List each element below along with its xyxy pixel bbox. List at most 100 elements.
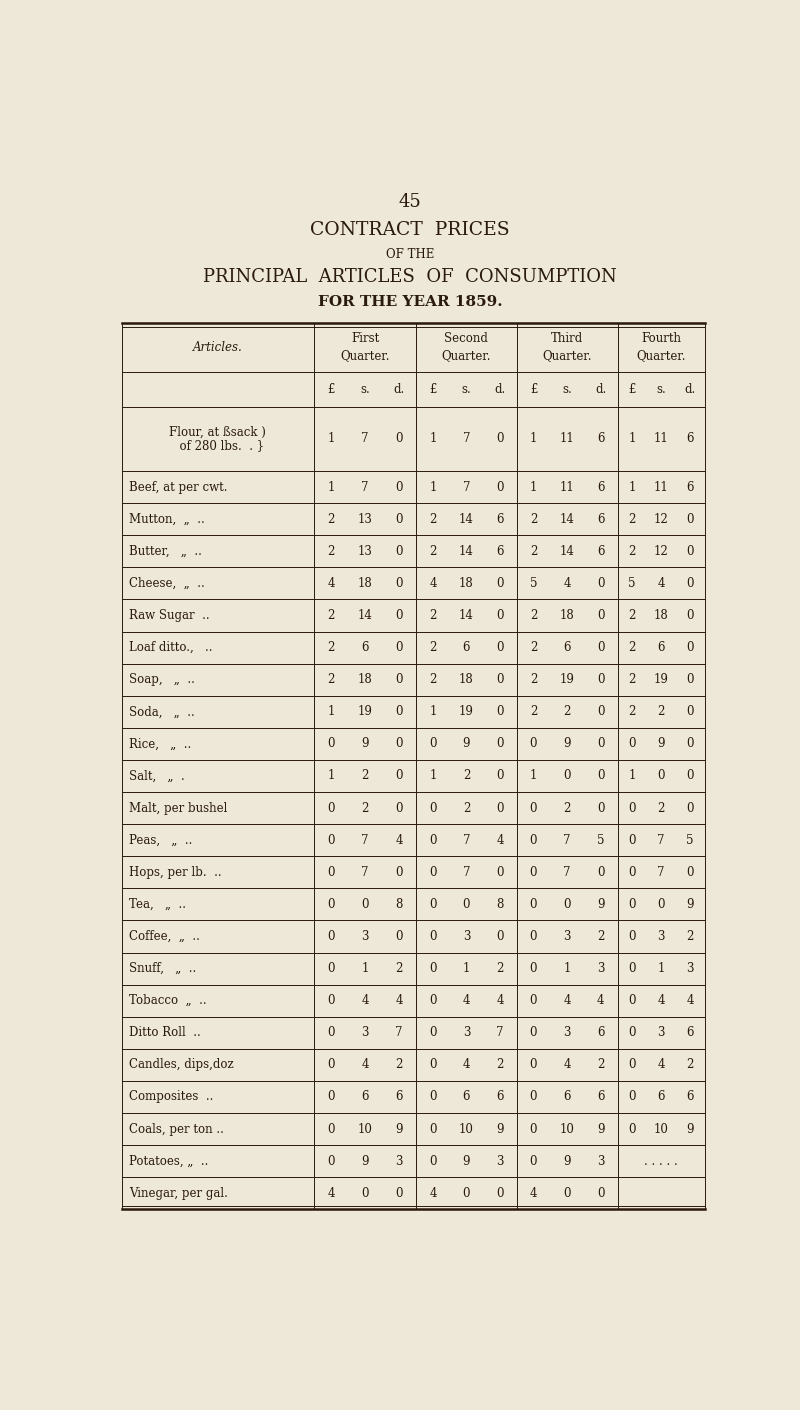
Text: 7: 7 <box>395 1026 403 1039</box>
Text: 4: 4 <box>563 1059 571 1072</box>
Text: 0: 0 <box>629 801 636 815</box>
Text: 3: 3 <box>462 1026 470 1039</box>
Text: 0: 0 <box>395 801 403 815</box>
Text: 0: 0 <box>597 642 605 654</box>
Text: 7: 7 <box>563 866 571 878</box>
Text: 14: 14 <box>459 513 474 526</box>
Text: 3: 3 <box>496 1155 504 1167</box>
Text: 0: 0 <box>629 931 636 943</box>
Text: 5: 5 <box>597 833 605 846</box>
Text: 0: 0 <box>658 770 665 783</box>
Text: 18: 18 <box>459 673 474 687</box>
Text: 0: 0 <box>327 737 334 750</box>
Text: 3: 3 <box>686 962 694 976</box>
Text: 0: 0 <box>686 737 694 750</box>
Text: 1: 1 <box>327 705 334 718</box>
Text: 5: 5 <box>686 833 694 846</box>
Text: 2: 2 <box>496 1059 503 1072</box>
Text: 10: 10 <box>560 1122 574 1135</box>
Text: 2: 2 <box>462 801 470 815</box>
Text: 0: 0 <box>496 609 504 622</box>
Text: 7: 7 <box>462 481 470 494</box>
Text: 1: 1 <box>629 770 636 783</box>
Text: 14: 14 <box>459 544 474 558</box>
Text: 1: 1 <box>658 962 665 976</box>
Text: £: £ <box>430 382 437 396</box>
Text: Vinegar, per gal.: Vinegar, per gal. <box>129 1187 228 1200</box>
Text: 3: 3 <box>362 1026 369 1039</box>
Text: 0: 0 <box>629 1122 636 1135</box>
Text: 7: 7 <box>462 833 470 846</box>
Text: 18: 18 <box>358 577 373 589</box>
Text: 1: 1 <box>430 481 437 494</box>
Text: 0: 0 <box>496 737 504 750</box>
Text: 0: 0 <box>395 737 403 750</box>
Text: 0: 0 <box>530 801 538 815</box>
Text: 4: 4 <box>563 577 571 589</box>
Text: 4: 4 <box>362 994 369 1007</box>
Text: 0: 0 <box>327 1122 334 1135</box>
Text: 0: 0 <box>429 801 437 815</box>
Text: 2: 2 <box>563 705 571 718</box>
Text: Hops, per lb.  ..: Hops, per lb. .. <box>129 866 222 878</box>
Text: Loaf ditto.,   ..: Loaf ditto., .. <box>129 642 213 654</box>
Text: 4: 4 <box>429 577 437 589</box>
Text: 9: 9 <box>462 1155 470 1167</box>
Text: s.: s. <box>462 382 471 396</box>
Text: 0: 0 <box>429 833 437 846</box>
Text: 0: 0 <box>686 705 694 718</box>
Text: 0: 0 <box>429 866 437 878</box>
Text: 0: 0 <box>496 433 504 446</box>
Text: 11: 11 <box>654 433 669 446</box>
Text: 0: 0 <box>686 770 694 783</box>
Text: 18: 18 <box>459 577 474 589</box>
Text: 0: 0 <box>429 994 437 1007</box>
Text: 2: 2 <box>629 673 636 687</box>
Text: s.: s. <box>360 382 370 396</box>
Text: 7: 7 <box>496 1026 504 1039</box>
Text: Candles, dips,doz: Candles, dips,doz <box>129 1059 234 1072</box>
Text: 0: 0 <box>429 1026 437 1039</box>
Text: 1: 1 <box>327 770 334 783</box>
Text: Beef, at per cwt.: Beef, at per cwt. <box>129 481 228 494</box>
Text: Soda,   „  ..: Soda, „ .. <box>129 705 195 718</box>
Text: 0: 0 <box>395 577 403 589</box>
Text: Butter,   „  ..: Butter, „ .. <box>129 544 202 558</box>
Text: 0: 0 <box>658 898 665 911</box>
Text: 9: 9 <box>395 1122 403 1135</box>
Text: 0: 0 <box>530 962 538 976</box>
Text: Fourth
Quarter.: Fourth Quarter. <box>636 333 686 362</box>
Text: 0: 0 <box>597 705 605 718</box>
Text: . . . . .: . . . . . <box>644 1155 678 1167</box>
Text: 14: 14 <box>560 513 574 526</box>
Text: 3: 3 <box>597 1155 605 1167</box>
Text: 9: 9 <box>563 1155 571 1167</box>
Text: 0: 0 <box>629 994 636 1007</box>
Text: 2: 2 <box>530 544 537 558</box>
Text: 6: 6 <box>686 433 694 446</box>
Text: 7: 7 <box>362 481 369 494</box>
Text: 0: 0 <box>597 801 605 815</box>
Text: 6: 6 <box>658 1090 665 1104</box>
Text: 0: 0 <box>429 737 437 750</box>
Text: 0: 0 <box>327 962 334 976</box>
Text: 0: 0 <box>395 931 403 943</box>
Text: 0: 0 <box>395 642 403 654</box>
Text: Soap,   „  ..: Soap, „ .. <box>129 673 195 687</box>
Text: 10: 10 <box>459 1122 474 1135</box>
Text: 2: 2 <box>686 931 694 943</box>
Text: 5: 5 <box>629 577 636 589</box>
Text: 2: 2 <box>530 513 537 526</box>
Text: 19: 19 <box>459 705 474 718</box>
Text: Flour, at ßsack ): Flour, at ßsack ) <box>170 426 266 439</box>
Text: 1: 1 <box>462 962 470 976</box>
Text: 12: 12 <box>654 513 669 526</box>
Text: 11: 11 <box>560 433 574 446</box>
Text: 0: 0 <box>327 1155 334 1167</box>
Text: 0: 0 <box>362 898 369 911</box>
Text: 3: 3 <box>395 1155 403 1167</box>
Text: 2: 2 <box>327 513 334 526</box>
Text: 9: 9 <box>597 1122 605 1135</box>
Text: 0: 0 <box>563 1187 571 1200</box>
Text: 18: 18 <box>654 609 669 622</box>
